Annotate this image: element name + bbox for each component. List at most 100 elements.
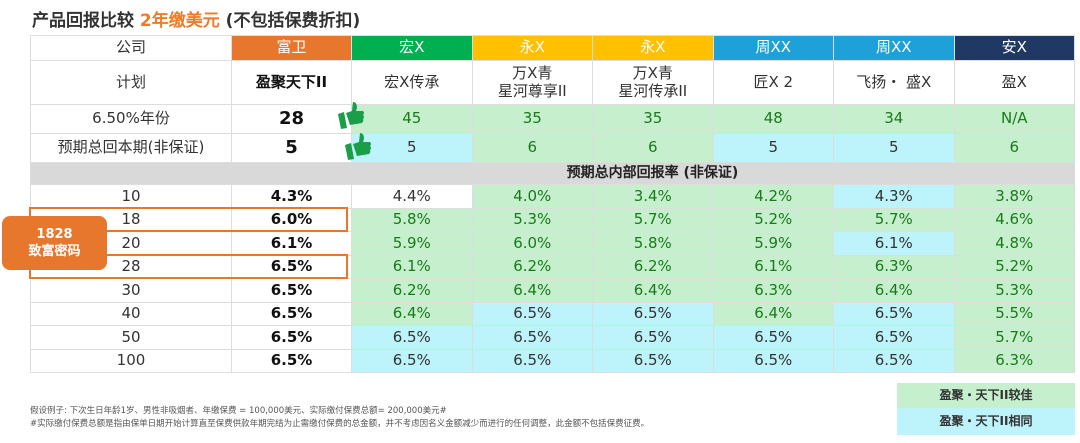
badge-1828: 1828 致富密码 [2, 216, 107, 270]
irr-cell: 5.8% [592, 231, 714, 256]
company-header: 安X [953, 35, 1075, 61]
policy-year: 40 [30, 301, 232, 326]
table-row: 6.50%年份 28 45 35 35 48 34 N/A [30, 104, 1075, 134]
table-row: 50 6.5% 6.5% 6.5% 6.5% 6.5% 6.5% 5.7% [30, 325, 1075, 350]
irr-cell: 3.4% [592, 184, 714, 209]
legend-better: 盈聚・天下II较佳 [897, 383, 1075, 408]
irr-cell: 4.4% [351, 184, 473, 209]
company-label: 公司 [30, 35, 232, 61]
plan-name: 盈X [953, 60, 1075, 105]
value-cell: 6 [471, 133, 593, 163]
table-row: 40 6.5% 6.4% 6.5% 6.5% 6.4% 6.5% 5.5% [30, 301, 1075, 326]
irr-cell: 4.8% [953, 231, 1075, 256]
value-cell: 5 [712, 133, 834, 163]
irr-cell: 5.9% [712, 231, 834, 256]
irr-cell: 6.5% [231, 301, 352, 326]
section-header: 预期总内部回报率 (非保证) [30, 162, 1075, 185]
value-cell: 5 [833, 133, 955, 163]
plan-label: 计划 [30, 60, 232, 105]
irr-cell: 6.5% [231, 325, 352, 350]
irr-cell: 6.5% [231, 348, 352, 373]
irr-cell: 6.5% [833, 301, 955, 326]
value-cell: 6 [953, 133, 1075, 163]
policy-year: 30 [30, 278, 232, 303]
irr-cell: 4.3% [231, 184, 352, 209]
irr-cell: 6.5% [231, 278, 352, 303]
policy-year: 10 [30, 184, 232, 209]
value-cell: 5 [351, 133, 473, 163]
plan-name: 宏X传承 [351, 60, 473, 105]
table-row: 30 6.5% 6.2% 6.4% 6.4% 6.3% 6.4% 5.3% [30, 278, 1075, 303]
irr-cell: 5.7% [592, 207, 714, 232]
company-header: 富卫 [231, 35, 352, 61]
irr-cell: 5.2% [953, 254, 1075, 279]
irr-cell: 6.1% [833, 231, 955, 256]
table-row: 20 6.1% 5.9% 6.0% 5.8% 5.9% 6.1% 4.8% [30, 231, 1075, 256]
table-row: 18 6.0% 5.8% 5.3% 5.7% 5.2% 5.7% 4.6% [30, 207, 1075, 232]
irr-cell: 4.6% [953, 207, 1075, 232]
irr-cell: 6.3% [953, 348, 1075, 373]
value-cell: 48 [712, 104, 834, 134]
table-row: 预期总回本期(非保证) 5 5 6 6 5 5 6 [30, 133, 1075, 163]
irr-cell: 6.4% [833, 278, 955, 303]
policy-year: 100 [30, 348, 232, 373]
irr-cell: 3.8% [953, 184, 1075, 209]
footnote: 假设例子: 下次生日年龄1岁、男性非吸烟者、年缴保费 = 100,000美元、实… [30, 406, 650, 429]
irr-cell: 6.1% [712, 254, 834, 279]
irr-cell: 5.2% [712, 207, 834, 232]
irr-cell: 6.5% [712, 325, 834, 350]
irr-cell: 6.4% [471, 278, 593, 303]
irr-cell: 6.4% [351, 301, 473, 326]
irr-cell: 6.3% [712, 278, 834, 303]
irr-cell: 6.1% [351, 254, 473, 279]
plan-name: 飞扬・ 盛X [833, 60, 955, 105]
irr-cell: 6.4% [712, 301, 834, 326]
irr-cell: 6.5% [833, 325, 955, 350]
irr-cell: 6.5% [471, 301, 593, 326]
irr-cell: 6.4% [592, 278, 714, 303]
irr-cell: 6.5% [592, 325, 714, 350]
irr-cell: 4.2% [712, 184, 834, 209]
plan-name: 匠X 2 [712, 60, 834, 105]
plan-name: 盈聚天下II [231, 60, 352, 105]
irr-cell: 5.3% [471, 207, 593, 232]
irr-cell: 6.5% [471, 325, 593, 350]
irr-cell: 6.5% [471, 348, 593, 373]
irr-cell: 4.3% [833, 184, 955, 209]
value-cell: 6 [592, 133, 714, 163]
irr-cell: 6.2% [592, 254, 714, 279]
company-header: 永X [592, 35, 714, 61]
irr-cell: 6.5% [712, 348, 834, 373]
irr-cell: 5.8% [351, 207, 473, 232]
irr-cell: 5.9% [351, 231, 473, 256]
irr-cell: 5.3% [953, 278, 1075, 303]
value-cell: 35 [592, 104, 714, 134]
irr-cell: 6.5% [592, 348, 714, 373]
plan-name: 万X青 星河尊享II [471, 60, 593, 105]
thumbs-up-icon [345, 133, 371, 160]
irr-cell: 6.5% [592, 301, 714, 326]
comparison-table: 公司 富卫 宏X 永X 永X 周XX 周XX 安X 计划 盈聚天下II 宏X传承 万X青 星河尊享II… [30, 35, 1075, 373]
table-row: 预期总内部回报率 (非保证) [30, 162, 1075, 185]
irr-cell: 6.3% [833, 254, 955, 279]
irr-cell: 6.2% [351, 278, 473, 303]
value-cell: 5 [231, 133, 352, 163]
year-row-label: 6.50%年份 [30, 104, 232, 134]
irr-cell: 6.5% [351, 325, 473, 350]
irr-cell: 5.7% [833, 207, 955, 232]
irr-cell: 6.0% [471, 231, 593, 256]
value-cell: N/A [953, 104, 1075, 134]
plan-name: 万X青 星河传承II [592, 60, 714, 105]
company-header: 宏X [351, 35, 473, 61]
irr-cell: 6.5% [351, 348, 473, 373]
page-title: 产品回报比较 2年缴美元 (不包括保费折扣) [32, 11, 361, 31]
thumbs-up-icon [338, 102, 364, 129]
value-cell: 45 [351, 104, 473, 134]
company-header: 永X [471, 35, 593, 61]
table-row: 公司 富卫 宏X 永X 永X 周XX 周XX 安X [30, 35, 1075, 61]
irr-cell: 6.1% [231, 231, 352, 256]
table-row: 计划 盈聚天下II 宏X传承 万X青 星河尊享II 万X青 星河传承II 匠X 2 飞扬・ … [30, 60, 1075, 105]
table-row: 28 6.5% 6.1% 6.2% 6.2% 6.1% 6.3% 5.2% [30, 254, 1075, 279]
payback-row-label: 预期总回本期(非保证) [30, 133, 232, 163]
table-row: 100 6.5% 6.5% 6.5% 6.5% 6.5% 6.5% 6.3% [30, 348, 1075, 373]
